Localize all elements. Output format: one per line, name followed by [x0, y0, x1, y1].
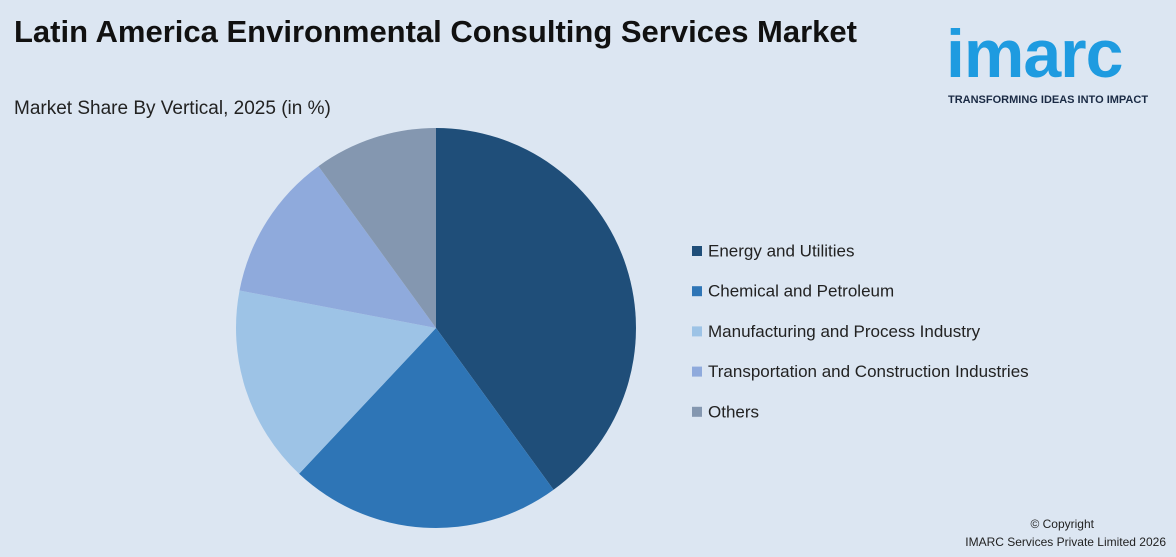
pie-slice [239, 166, 436, 328]
pie-slice [236, 290, 436, 474]
legend-label: Energy and Utilities [708, 241, 854, 260]
copyright: © Copyright [1030, 517, 1094, 531]
pie-slice [436, 128, 636, 490]
chart-title: Latin America Environmental Consulting S… [14, 14, 857, 49]
pie-slice [299, 328, 554, 528]
legend-label: Others [708, 402, 759, 421]
legend-swatch [692, 406, 702, 417]
legend-label: Manufacturing and Process Industry [708, 322, 981, 341]
logo: imarc [946, 16, 1123, 92]
company: IMARC Services Private Limited 2026 [965, 535, 1166, 549]
legend-label: Transportation and Construction Industri… [708, 362, 1029, 381]
legend-swatch [692, 286, 702, 297]
pie-slice [318, 128, 436, 328]
logo-tagline: TRANSFORMING IDEAS INTO IMPACT [948, 94, 1149, 106]
legend-swatch [692, 366, 702, 377]
chart-subtitle: Market Share By Vertical, 2025 (in %) [14, 98, 331, 119]
legend-swatch [692, 246, 702, 256]
legend-swatch [692, 326, 702, 337]
legend-label: Chemical and Petroleum [708, 282, 894, 301]
